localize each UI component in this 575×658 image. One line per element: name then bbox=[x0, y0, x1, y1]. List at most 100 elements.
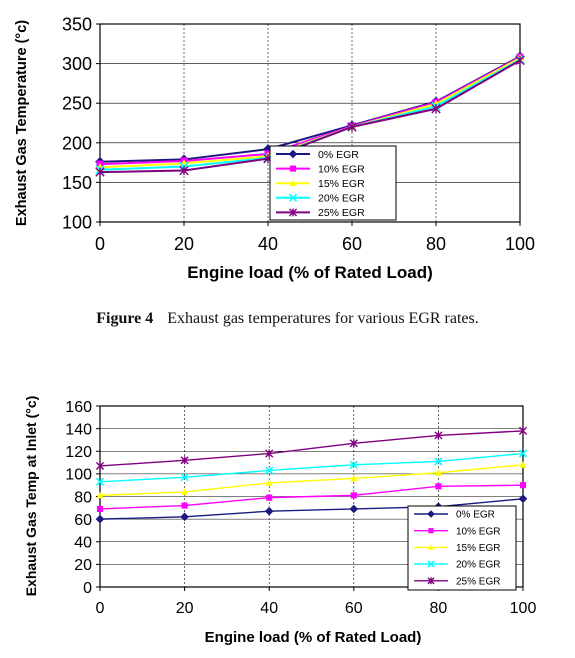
x-tick-label: 40 bbox=[260, 600, 278, 617]
legend-item-25pct-egr: 25% EGR bbox=[276, 207, 365, 219]
series-15pct-egr bbox=[96, 461, 527, 499]
legend-label: 20% EGR bbox=[318, 193, 365, 205]
legend-label: 15% EGR bbox=[318, 178, 365, 190]
legend-label: 10% EGR bbox=[456, 526, 500, 537]
legend-label: 25% EGR bbox=[456, 576, 500, 587]
legend-label: 15% EGR bbox=[456, 543, 500, 554]
chart-exhaust-gas-temp-inlet: 0 20 40 60 80 100 0 20 40 60 80 100 120 140 160 Engine … bbox=[23, 396, 536, 646]
data-point bbox=[95, 477, 105, 486]
legend-item-0pct-egr: 0% EGR bbox=[276, 149, 359, 161]
data-point bbox=[350, 474, 358, 482]
series-line-10pct-egr bbox=[99, 484, 524, 510]
series-line-10pct-egr bbox=[99, 56, 521, 166]
legend-marker bbox=[288, 149, 298, 159]
legend-marker bbox=[427, 510, 435, 518]
y-tick-label: 100 bbox=[65, 467, 92, 484]
data-point bbox=[349, 504, 359, 514]
legend-marker bbox=[288, 193, 298, 202]
legend: 0% EGR 10% EGR 15% EGR 20% EGR 25% EGR bbox=[407, 505, 517, 591]
legend-label: 0% EGR bbox=[456, 510, 495, 521]
legend-marker bbox=[289, 165, 297, 172]
chart-exhaust-gas-temperature: 0 20 40 60 80 100 100 150 200 250 300 350 Engine loa… bbox=[14, 14, 535, 282]
data-point bbox=[95, 514, 105, 524]
legend-marker bbox=[427, 577, 435, 585]
x-tick-label: 100 bbox=[510, 600, 537, 617]
data-point bbox=[347, 122, 357, 132]
series-line-20pct-egr bbox=[99, 452, 524, 483]
y-tick-label: 40 bbox=[74, 535, 92, 552]
data-point bbox=[518, 494, 528, 504]
data-point bbox=[96, 505, 104, 513]
x-tick-label: 60 bbox=[345, 600, 363, 617]
series-20pct-egr bbox=[95, 449, 528, 486]
y-axis-label: Exhaust Gas Temp at Inlet (°c) bbox=[23, 396, 39, 597]
legend-item-15pct-egr: 15% EGR bbox=[276, 178, 365, 190]
figure-caption-text: Exhaust gas temperatures for various EGR… bbox=[167, 310, 479, 327]
x-tick-label: 20 bbox=[174, 234, 194, 254]
data-point bbox=[265, 479, 273, 486]
y-tick-label: 80 bbox=[74, 489, 92, 506]
series-line-25pct-egr bbox=[99, 430, 524, 467]
series-line-25pct-egr bbox=[99, 59, 521, 174]
data-point bbox=[349, 460, 358, 469]
x-tick-label: 40 bbox=[258, 234, 278, 254]
data-point bbox=[515, 55, 525, 66]
data-point bbox=[434, 469, 442, 476]
legend-item-10pct-egr: 10% EGR bbox=[276, 163, 365, 175]
data-point bbox=[519, 461, 527, 468]
data-point bbox=[518, 426, 528, 435]
y-tick-label: 60 bbox=[74, 512, 92, 529]
x-tick-label: 60 bbox=[342, 234, 362, 254]
y-tick-label: 250 bbox=[62, 94, 92, 114]
y-tick-label: 200 bbox=[62, 133, 92, 153]
data-point bbox=[434, 457, 443, 466]
y-tick-label: 140 bbox=[65, 421, 92, 438]
data-point bbox=[180, 473, 189, 482]
x-axis-label: Engine load (% of Rated Load) bbox=[205, 629, 422, 646]
legend-label: 20% EGR bbox=[456, 560, 500, 571]
data-point bbox=[519, 482, 527, 489]
data-point bbox=[431, 104, 441, 114]
data-point bbox=[265, 449, 274, 458]
y-tick-label: 150 bbox=[62, 173, 92, 193]
data-point bbox=[434, 431, 443, 440]
data-point bbox=[266, 494, 273, 501]
legend-marker bbox=[289, 179, 297, 187]
y-tick-label: 300 bbox=[62, 54, 92, 74]
series-25pct-egr bbox=[95, 426, 528, 471]
x-tick-label: 80 bbox=[430, 600, 448, 617]
series-line-0pct-egr bbox=[99, 498, 524, 520]
legend-marker bbox=[288, 208, 298, 217]
y-tick-label: 0 bbox=[83, 580, 92, 597]
y-tick-label: 350 bbox=[62, 14, 92, 34]
data-point bbox=[180, 512, 189, 522]
series-line-15pct-egr bbox=[99, 464, 524, 497]
data-point bbox=[95, 461, 105, 471]
y-axis-label: Exhaust Gas Temperature (°c) bbox=[14, 20, 30, 226]
data-point bbox=[350, 492, 357, 499]
legend: 0% EGR 10% EGR 15% EGR 20% EGR 25% EGR bbox=[269, 145, 397, 221]
data-point bbox=[265, 466, 274, 475]
data-point bbox=[349, 439, 358, 448]
legend-item-0pct-egr: 0% EGR bbox=[414, 510, 495, 521]
data-point bbox=[264, 506, 274, 516]
x-tick-label: 20 bbox=[176, 600, 194, 617]
legend-item-15pct-egr: 15% EGR bbox=[414, 543, 500, 554]
legend-item-20pct-egr: 20% EGR bbox=[276, 193, 365, 205]
legend-label: 25% EGR bbox=[318, 207, 365, 219]
data-point bbox=[180, 456, 189, 465]
data-point bbox=[95, 167, 105, 177]
legend-item-10pct-egr: 10% EGR bbox=[414, 526, 500, 537]
y-tick-label: 20 bbox=[74, 557, 92, 574]
figure-caption: Figure 4 Exhaust gas temperatures for var… bbox=[0, 310, 575, 328]
data-point bbox=[181, 502, 188, 509]
plot-frame bbox=[99, 23, 521, 223]
x-axis-label: Engine load (% of Rated Load) bbox=[187, 263, 433, 282]
legend-marker bbox=[428, 528, 434, 534]
data-point bbox=[181, 488, 189, 495]
legend-label: 0% EGR bbox=[318, 149, 359, 161]
legend-label: 10% EGR bbox=[318, 163, 365, 175]
legend-item-25pct-egr: 25% EGR bbox=[414, 576, 500, 587]
x-tick-label: 0 bbox=[96, 600, 105, 617]
